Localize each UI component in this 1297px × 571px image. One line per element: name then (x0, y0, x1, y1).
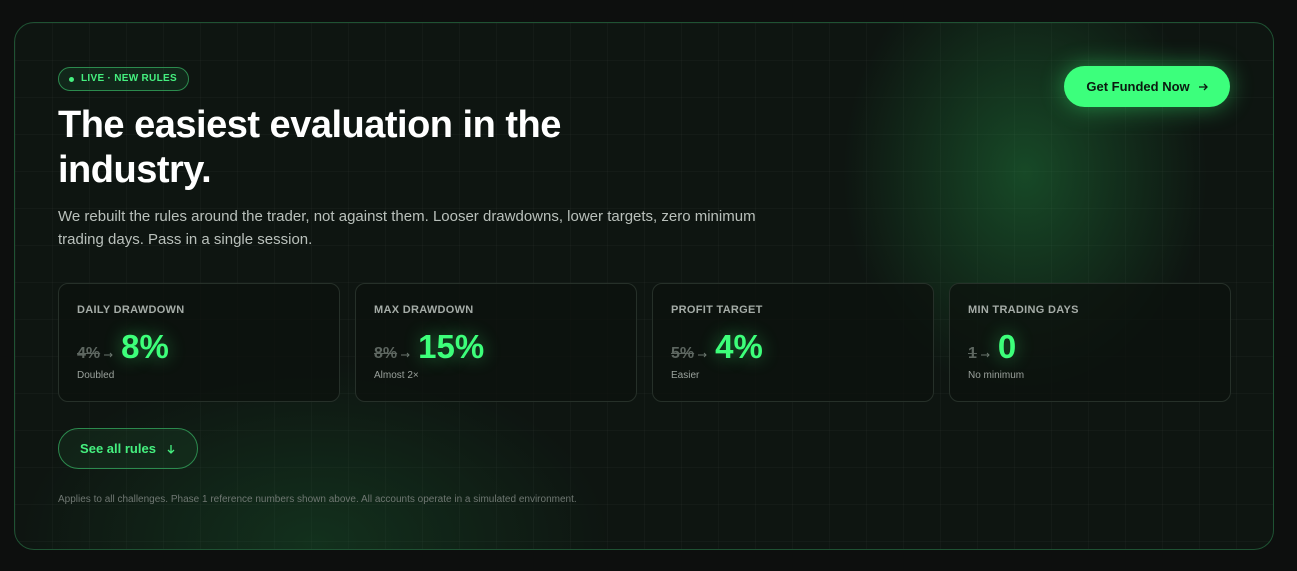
title: The easiest evaluation in the industry. (58, 104, 561, 191)
stat-values: 4% 8% (77, 328, 169, 366)
stat-note: Doubled (77, 370, 115, 381)
stat-label: PROFIT TARGET (671, 304, 763, 316)
subtitle: We rebuilt the rules around the trader, … (58, 208, 756, 248)
stat-old: 8% (374, 345, 398, 362)
cta-label: Get Funded Now (1086, 79, 1190, 94)
stat-old: 4% (77, 345, 101, 362)
stat-label: MIN TRADING DAYS (968, 304, 1079, 316)
stat-card: PROFIT TARGET 5% 4% Easier (652, 283, 934, 402)
stat-card: MIN TRADING DAYS 1 0 No minimum (949, 283, 1231, 402)
hero-card: LIVE · NEW RULES The easiest evaluation … (14, 22, 1274, 550)
stat-note: No minimum (968, 370, 1025, 381)
stat-card: MAX DRAWDOWN 8% 15% Almost 2× (355, 283, 637, 402)
arrow-icon (698, 352, 707, 358)
stat-new: 0 (997, 328, 1017, 365)
see-all-label: See all rules (80, 441, 156, 456)
stat-note: Almost 2× (374, 370, 419, 381)
arrow-icon (980, 352, 990, 358)
stat-label: DAILY DRAWDOWN (77, 304, 185, 316)
arrow-icon (1198, 83, 1208, 90)
arrow-down-icon (167, 444, 175, 454)
stat-values: 5% 4% (671, 328, 763, 366)
badge: LIVE · NEW RULES (58, 67, 189, 91)
footnote: Applies to all challenges. Phase 1 refer… (58, 494, 577, 505)
stat-label: MAX DRAWDOWN (374, 304, 474, 316)
stat-old: 1 (968, 345, 977, 362)
stat-old: 5% (671, 345, 695, 362)
stats: DAILY DRAWDOWN 4% 8% Doubled MAX DRAWDOWN 8% 1… (58, 283, 1231, 402)
stat-card: DAILY DRAWDOWN 4% 8% Doubled (58, 283, 340, 402)
stat-new: 4% (715, 328, 763, 365)
arrow-icon (104, 352, 113, 358)
cta-button[interactable]: Get Funded Now (1064, 66, 1230, 107)
stat-note: Easier (671, 370, 700, 381)
arrow-icon (401, 352, 410, 358)
stat-new: 8% (121, 328, 169, 365)
stat-new: 15% (418, 328, 485, 365)
see-all-button[interactable]: See all rules (58, 428, 198, 469)
stat-values: 8% 15% (374, 328, 484, 366)
